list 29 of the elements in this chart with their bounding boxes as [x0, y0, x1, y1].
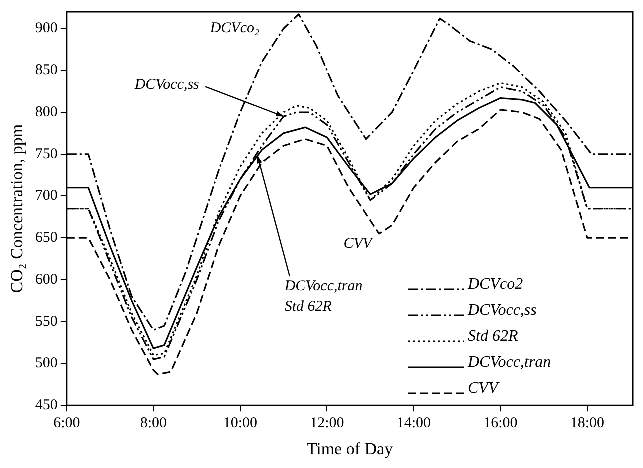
- legend-label: DCVocc,tran: [467, 354, 552, 371]
- legend-label: CVV: [468, 380, 500, 397]
- x-tick-label: 18:00: [570, 416, 605, 432]
- annotation: DCVco₂: [209, 20, 260, 36]
- x-tick-label: 14:00: [396, 416, 432, 432]
- y-axis-title: CO₂ Concentration, ppm: [8, 124, 27, 294]
- annotation: DCVocc,tran: [284, 278, 363, 295]
- y-tick-label: 750: [35, 146, 58, 162]
- y-tick-label: 550: [35, 314, 58, 330]
- y-tick-label: 600: [35, 272, 58, 288]
- y-tick-label: 650: [35, 230, 58, 246]
- x-tick-label: 6:00: [54, 416, 80, 432]
- x-axis-title: Time of Day: [306, 439, 394, 458]
- y-tick-label: 700: [35, 188, 58, 204]
- y-tick-label: 900: [35, 20, 58, 37]
- y-tick-label: 500: [35, 356, 58, 372]
- legend-label: Std 62R: [468, 328, 518, 345]
- annotation: Std 62R: [284, 299, 332, 316]
- y-tick-label: 450: [35, 398, 58, 414]
- y-tick-label: 850: [35, 62, 58, 79]
- annotation: DCVocc,ss: [134, 76, 200, 93]
- x-tick-label: 10:00: [223, 416, 258, 432]
- x-tick-label: 16:00: [484, 416, 518, 432]
- legend-label: DCVco2: [467, 276, 524, 293]
- y-tick-label: 800: [35, 104, 58, 120]
- x-tick-label: 8:00: [140, 416, 167, 432]
- x-tick-label: 12:00: [310, 416, 344, 432]
- annotation: CVV: [344, 236, 374, 252]
- legend-label: DCVocc,ss: [467, 302, 537, 319]
